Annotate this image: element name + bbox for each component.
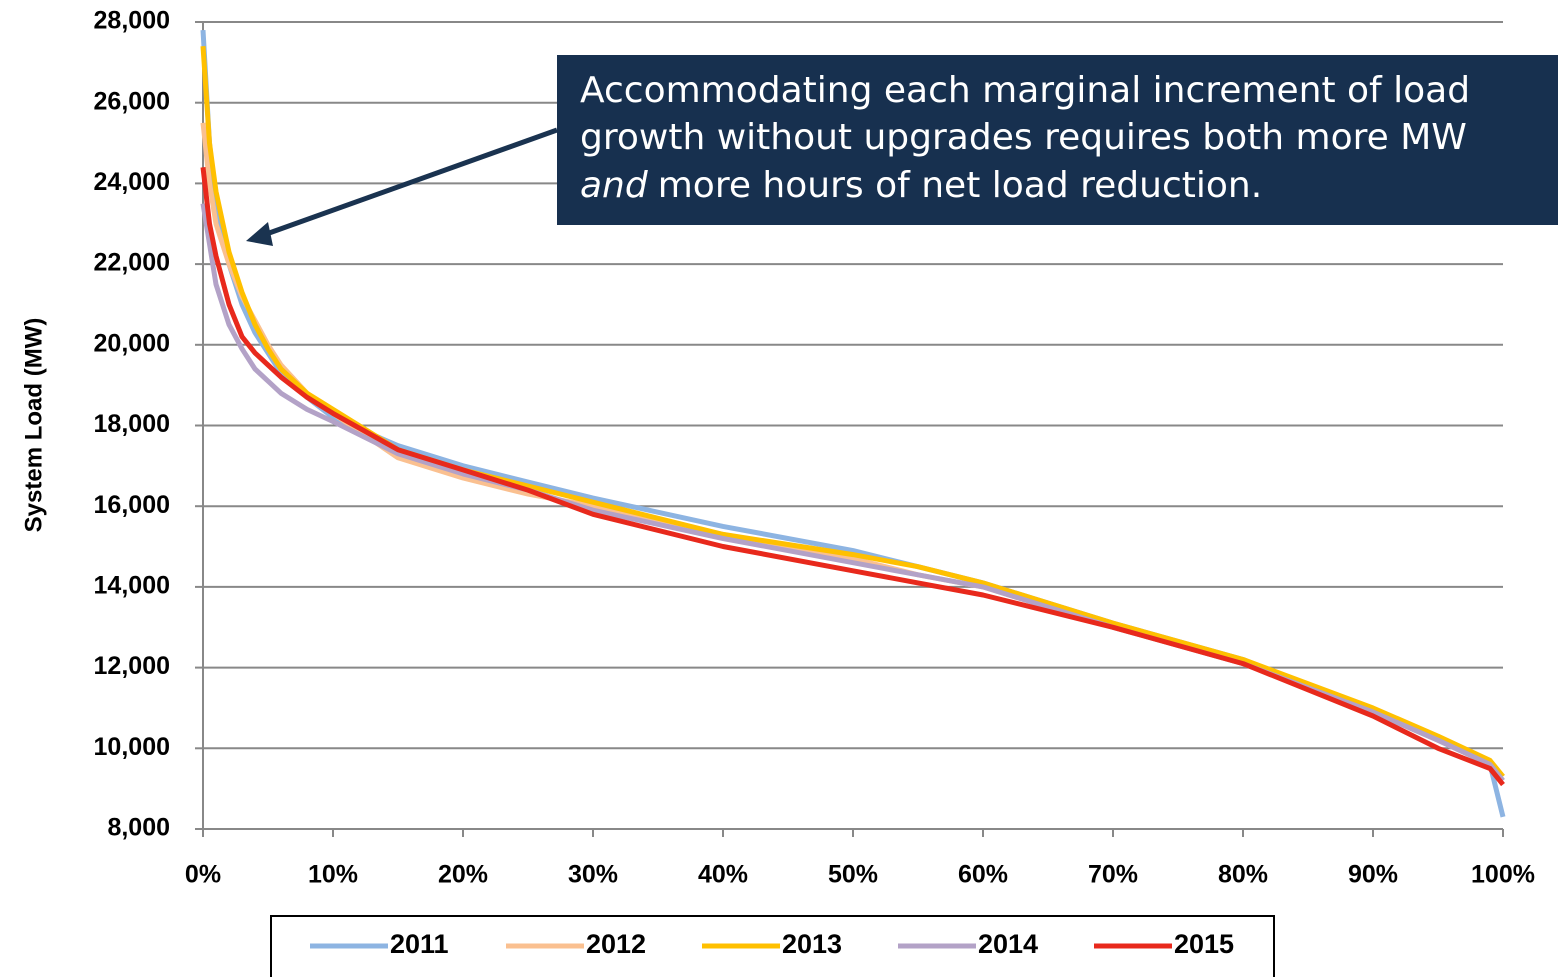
x-tick-label: 20%: [438, 861, 488, 889]
x-tick-label: 30%: [568, 861, 618, 889]
y-tick-label: 10,000: [94, 733, 170, 761]
y-tick-label: 20,000: [94, 329, 170, 357]
annotation-arrow-line: [257, 127, 558, 240]
legend-label: 2012: [586, 929, 646, 959]
series-lines: [200, 29, 1506, 818]
x-tick-label: 60%: [958, 861, 1008, 889]
x-tick-label: 0%: [185, 861, 221, 889]
legend-label: 2014: [978, 929, 1038, 959]
y-tick-label: 26,000: [94, 87, 170, 115]
y-tick-label: 8,000: [107, 814, 170, 842]
y-tick-label: 18,000: [94, 410, 170, 438]
y-tick-label: 28,000: [94, 7, 170, 35]
y-tick-label: 22,000: [94, 249, 170, 277]
x-tick-label: 80%: [1218, 861, 1268, 889]
annotation-line: Accommodating each marginal increment of…: [580, 70, 1470, 111]
annotation-line: and more hours of net load reduction.: [580, 165, 1262, 206]
legend-label: 2011: [390, 929, 449, 959]
series-line: [200, 167, 1505, 787]
x-tick-label: 40%: [698, 861, 748, 889]
x-tick-label: 10%: [308, 861, 358, 889]
annotation: Accommodating each marginal increment of…: [246, 55, 1558, 246]
y-tick-label: 14,000: [94, 572, 170, 600]
x-tick-label: 100%: [1471, 861, 1535, 889]
axes: 8,000 10,000 12,000 14,000 16,000 18,000 20,00…: [94, 7, 1535, 889]
legend-label: 2013: [782, 929, 842, 959]
annotation-line: growth without upgrades requires both mo…: [580, 117, 1467, 158]
y-axis-label: System Load (MW): [20, 318, 47, 533]
legend-label: 2015: [1174, 929, 1234, 959]
x-tick-label: 70%: [1088, 861, 1138, 889]
y-tick-label: 16,000: [94, 491, 170, 519]
x-tick-label: 50%: [828, 861, 878, 889]
y-tick-label: 24,000: [94, 168, 170, 196]
series-line: [200, 203, 1505, 783]
legend: 2011 2012 2013 2014 2015: [310, 929, 1234, 959]
annotation-arrowhead: [246, 222, 273, 246]
annotation-emphasis: and: [580, 165, 649, 206]
y-tick-label: 12,000: [94, 652, 170, 680]
annotation-box: [557, 55, 1558, 225]
x-tick-label: 90%: [1348, 861, 1398, 889]
annotation-rest: more hours of net load reduction.: [658, 165, 1262, 206]
